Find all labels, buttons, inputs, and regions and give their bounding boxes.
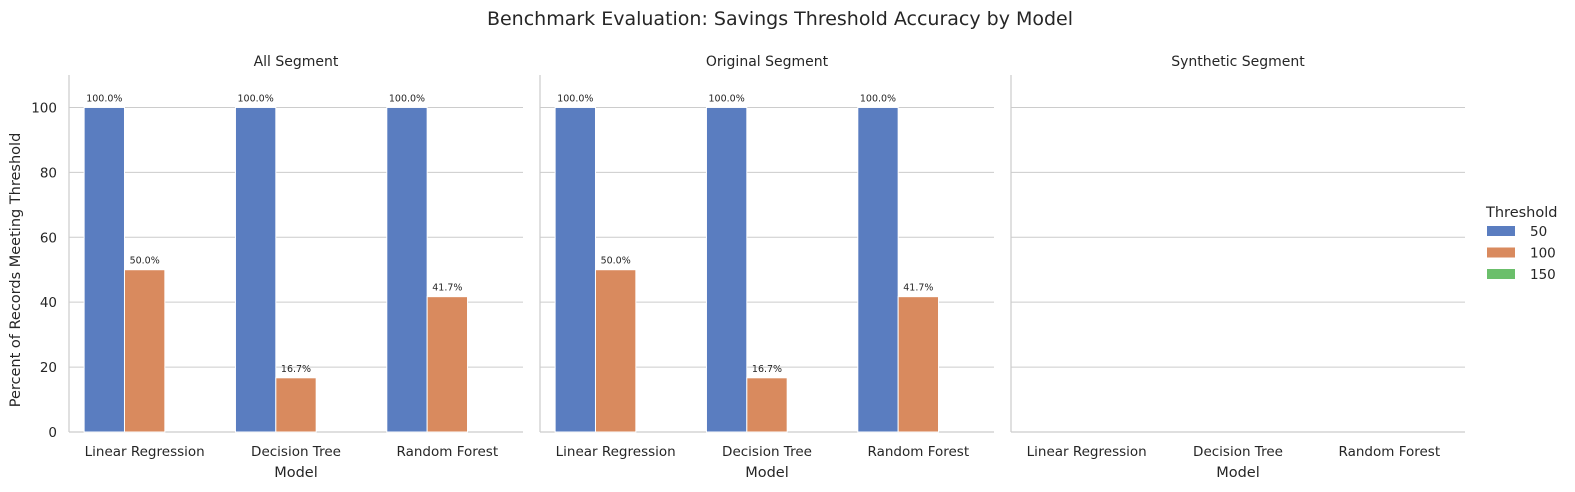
x-axis-label: Model — [1216, 465, 1260, 481]
y-axis-label: Percent of Records Meeting Threshold — [8, 133, 24, 408]
legend-swatch-100 — [1487, 247, 1515, 258]
bar-data-label: 50.0% — [601, 256, 631, 267]
y-tick-label: 20 — [40, 360, 57, 376]
y-tick-label: 60 — [40, 230, 57, 246]
y-tick-label: 80 — [40, 165, 57, 181]
legend-swatch-50 — [1487, 226, 1515, 236]
x-tick-label: Decision Tree — [722, 444, 812, 460]
panel-2: Original Segment Linear Regression Decisio… — [539, 54, 994, 481]
panel-3: Synthetic Segment Linear Regression Decisi… — [1010, 54, 1465, 481]
bar-data-label: 100.0% — [238, 93, 274, 104]
panels: All Segment 0 20 40 60 80 100 Linear Regression… — [31, 54, 1465, 481]
x-axis-label: Model — [745, 465, 789, 481]
bar-data-label: 16.7% — [281, 364, 311, 375]
bar-50 — [234, 106, 277, 433]
bar-data-label: 100.0% — [709, 93, 745, 104]
bar-100 — [275, 377, 317, 433]
bar-data-label: 50.0% — [130, 256, 160, 267]
legend-swatch-150 — [1487, 269, 1515, 279]
bar-data-label: 100.0% — [860, 93, 896, 104]
panel-title: Synthetic Segment — [1171, 54, 1305, 70]
bar-100 — [897, 296, 940, 433]
x-tick-label: Random Forest — [1339, 444, 1441, 460]
bar-data-label: 41.7% — [432, 283, 462, 294]
x-tick-label: Random Forest — [397, 444, 499, 460]
legend-label: 100 — [1530, 246, 1556, 262]
bar-100 — [426, 296, 469, 433]
legend: Threshold 50 100 150 — [1485, 205, 1557, 283]
chart-title: Benchmark Evaluation: Savings Threshold … — [487, 8, 1073, 30]
panel-title: Original Segment — [706, 54, 829, 70]
bar-data-label: 100.0% — [86, 93, 122, 104]
bar-50 — [83, 106, 125, 433]
bar-data-label: 41.7% — [903, 283, 933, 294]
x-tick-label: Decision Tree — [1193, 444, 1283, 460]
bar-100 — [746, 377, 788, 433]
panel-1: All Segment 0 20 40 60 80 100 Linear Regression… — [31, 54, 523, 481]
x-axis-label: Model — [274, 465, 318, 481]
bar-50 — [554, 106, 596, 433]
bar-50 — [386, 106, 428, 433]
x-tick-label: Linear Regression — [85, 444, 205, 460]
panel-title: All Segment — [254, 54, 339, 70]
bar-50 — [705, 106, 748, 433]
legend-label: 50 — [1530, 224, 1547, 240]
y-tick-label: 40 — [40, 295, 57, 311]
bar-100 — [123, 269, 166, 433]
x-tick-label: Random Forest — [868, 444, 970, 460]
bar-100 — [594, 269, 637, 433]
y-tick-label: 100 — [31, 100, 57, 116]
bar-data-label: 16.7% — [752, 364, 782, 375]
bar-50 — [857, 106, 899, 433]
legend-label: 150 — [1530, 267, 1556, 283]
x-tick-label: Decision Tree — [251, 444, 341, 460]
bar-data-label: 100.0% — [557, 93, 593, 104]
bar-data-label: 100.0% — [389, 93, 425, 104]
y-tick-label: 0 — [48, 425, 57, 441]
x-tick-label: Linear Regression — [556, 444, 676, 460]
x-tick-label: Linear Regression — [1027, 444, 1147, 460]
legend-title: Threshold — [1485, 205, 1557, 221]
